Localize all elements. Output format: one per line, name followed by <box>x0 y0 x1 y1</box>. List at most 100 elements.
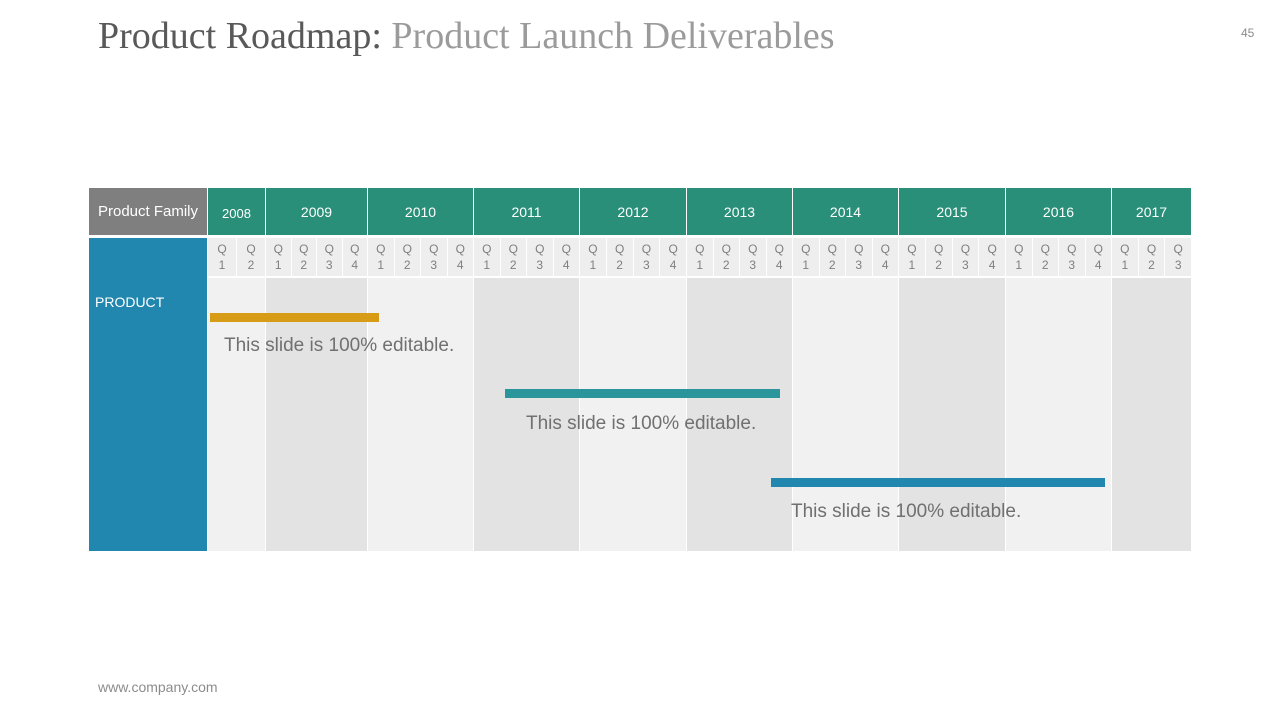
year-header-2013: 2013 <box>687 188 793 235</box>
year-column <box>368 278 474 551</box>
quarter-number: 2 <box>300 258 308 272</box>
quarter-letter: Q <box>350 242 360 256</box>
quarter-number: 3 <box>855 258 863 272</box>
year-column <box>1006 278 1112 551</box>
quarter-letter: Q <box>1120 242 1130 256</box>
year-column <box>580 278 687 551</box>
quarter-number: 4 <box>669 258 677 272</box>
quarter-number: 4 <box>456 258 464 272</box>
quarter-number: 4 <box>1094 258 1102 272</box>
roadmap-bar-2 <box>505 389 780 398</box>
year-column <box>899 278 1006 551</box>
quarter-letter: Q <box>376 242 386 256</box>
year-column <box>474 278 580 551</box>
quarter-number: 2 <box>1041 258 1049 272</box>
quarter-number: 4 <box>881 258 889 272</box>
year-header-2009: 2009 <box>266 188 368 235</box>
quarter-letter: Q <box>246 242 256 256</box>
quarter-letter: Q <box>880 242 890 256</box>
quarter-letter: Q <box>1040 242 1050 256</box>
year-column <box>1112 278 1192 551</box>
quarter-number: 2 <box>616 258 623 272</box>
quarter-letter: Q <box>217 242 227 256</box>
quarter-letter: Q <box>960 242 971 256</box>
quarter-number: 1 <box>696 258 704 272</box>
quarter-number: 3 <box>643 258 650 272</box>
roadmap-bar-label-3: This slide is 100% editable. <box>791 501 1022 522</box>
quarter-letter: Q <box>455 242 465 256</box>
quarter-letter: Q <box>827 242 837 256</box>
quarter-number: 1 <box>1015 258 1023 272</box>
quarter-letter: Q <box>695 242 705 256</box>
year-column <box>266 278 368 551</box>
quarter-number: 3 <box>325 258 333 272</box>
page-number: 45 <box>1241 26 1255 40</box>
quarter-number: 2 <box>247 258 255 272</box>
quarter-letter: Q <box>1093 242 1103 256</box>
quarter-number: 3 <box>536 258 544 272</box>
quarter-number: 4 <box>351 258 359 272</box>
quarter-letter: Q <box>299 242 309 256</box>
title-sub: Product Launch Deliverables <box>391 15 835 57</box>
title-main: Product Roadmap: <box>98 15 382 57</box>
year-header-2010: 2010 <box>368 188 474 235</box>
year-header-2015: 2015 <box>899 188 1006 235</box>
quarter-letter: Q <box>748 242 758 256</box>
quarter-letter: Q <box>273 242 283 256</box>
quarter-letter: Q <box>987 242 997 256</box>
year-column <box>687 278 793 551</box>
quarter-letter: Q <box>774 242 784 256</box>
quarter-number: 1 <box>802 258 810 272</box>
quarter-letter: Q <box>508 242 518 256</box>
quarter-number: 1 <box>218 258 226 272</box>
year-column <box>793 278 899 551</box>
quarter-letter: Q <box>854 242 864 256</box>
quarter-number: 2 <box>1148 258 1155 272</box>
slide-title: Product Roadmap: Product Launch Delivera… <box>98 14 835 58</box>
quarter-number: 3 <box>749 258 757 272</box>
quarter-letter: Q <box>402 242 412 256</box>
year-column <box>208 278 266 551</box>
quarter-letter: Q <box>1067 242 1077 256</box>
quarter-number: 3 <box>962 258 969 272</box>
quarter-letter: Q <box>614 242 625 256</box>
product-family-header: Product Family <box>89 188 207 235</box>
roadmap-bar-label-2: This slide is 100% editable. <box>526 413 757 434</box>
quarter-number: 1 <box>1121 258 1129 272</box>
quarter-number: 3 <box>1068 258 1076 272</box>
quarter-letter: Q <box>933 242 944 256</box>
year-header-2017: 2017 <box>1112 188 1192 235</box>
quarter-number: 2 <box>935 258 942 272</box>
quarter-letter: Q <box>1146 242 1157 256</box>
quarter-number: 3 <box>430 258 438 272</box>
quarter-number: 2 <box>509 258 517 272</box>
quarter-number: 3 <box>1174 258 1182 272</box>
quarter-letter: Q <box>1173 242 1183 256</box>
quarter-letter: Q <box>324 242 334 256</box>
quarter-number: 1 <box>908 258 916 272</box>
footer-url: www.company.com <box>98 679 218 695</box>
quarter-number: 4 <box>988 258 996 272</box>
